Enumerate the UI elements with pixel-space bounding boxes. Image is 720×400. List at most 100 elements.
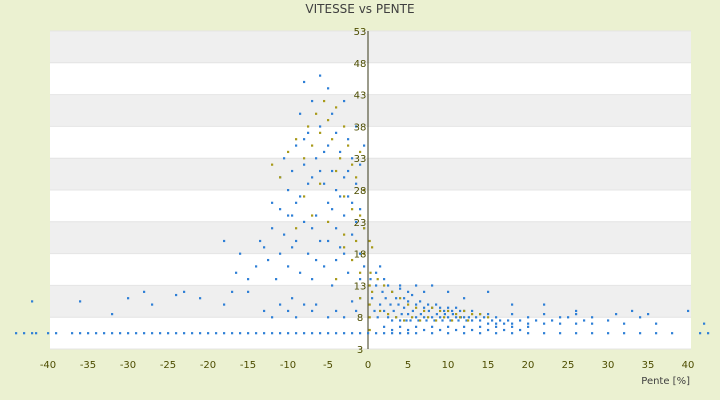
data-point: [143, 332, 146, 335]
chart-title: VITESSE vs PENTE: [305, 2, 415, 16]
data-point: [519, 319, 522, 322]
data-point: [343, 99, 346, 103]
data-point: [457, 319, 460, 322]
data-point: [355, 309, 358, 313]
data-point: [495, 325, 498, 328]
data-point: [331, 169, 334, 173]
data-point: [359, 297, 362, 300]
x-tick-label: 25: [562, 360, 575, 371]
data-point: [511, 322, 514, 325]
data-point: [343, 214, 346, 217]
data-point: [291, 214, 294, 217]
data-point: [465, 319, 468, 322]
data-point: [167, 332, 170, 335]
data-point: [435, 319, 438, 322]
data-point: [231, 290, 234, 293]
data-point: [411, 293, 414, 297]
data-point: [583, 319, 586, 322]
data-point: [471, 313, 474, 316]
data-point: [441, 319, 444, 322]
data-point: [447, 332, 450, 335]
data-point: [435, 303, 438, 306]
data-point: [375, 271, 378, 274]
data-point: [323, 265, 326, 268]
data-point: [527, 322, 530, 325]
data-point: [511, 332, 514, 335]
data-point: [307, 131, 310, 134]
data-point: [183, 332, 186, 335]
data-point: [591, 332, 594, 335]
data-point: [363, 189, 366, 192]
data-point: [431, 325, 434, 328]
data-point: [79, 300, 82, 303]
data-point: [439, 309, 442, 313]
data-point: [575, 313, 578, 316]
data-point: [407, 303, 410, 306]
data-point: [351, 157, 354, 160]
data-point: [415, 316, 418, 319]
data-point: [391, 332, 394, 335]
data-point: [87, 332, 90, 335]
x-tick-label: 40: [682, 360, 695, 371]
data-point: [303, 138, 306, 141]
data-point: [409, 319, 412, 322]
data-point: [451, 313, 454, 316]
data-point: [363, 265, 366, 268]
data-point: [511, 313, 514, 316]
data-point: [287, 265, 290, 268]
data-point: [507, 319, 510, 322]
data-point: [395, 297, 398, 300]
data-point: [295, 316, 298, 319]
data-point: [463, 309, 466, 313]
data-point: [376, 278, 379, 281]
data-point: [71, 332, 74, 335]
y-tick-label: 23: [354, 218, 367, 229]
data-point: [475, 316, 478, 319]
data-point: [343, 233, 346, 236]
data-point: [459, 316, 462, 319]
data-point: [327, 201, 330, 204]
data-point: [383, 284, 386, 287]
data-point: [463, 297, 466, 300]
data-point: [239, 332, 242, 335]
data-point: [431, 332, 434, 335]
data-point: [339, 150, 342, 154]
data-point: [111, 332, 114, 335]
data-point: [95, 332, 98, 335]
x-tick-label: -10: [280, 360, 296, 371]
data-point: [351, 258, 354, 262]
data-point: [368, 303, 371, 306]
data-point: [235, 271, 238, 274]
data-point: [451, 319, 454, 322]
data-point: [359, 150, 362, 154]
data-point: [391, 328, 394, 332]
data-point: [247, 290, 250, 293]
data-point: [159, 332, 162, 335]
data-point: [351, 332, 354, 335]
data-point: [351, 163, 354, 166]
data-point: [615, 313, 618, 316]
data-point: [631, 309, 634, 313]
data-point: [379, 309, 382, 313]
data-point: [543, 303, 546, 306]
data-point: [315, 157, 318, 160]
data-point: [423, 309, 426, 313]
data-point: [79, 332, 82, 335]
data-point: [479, 332, 482, 335]
x-tick-label: -25: [160, 360, 176, 371]
data-point: [319, 125, 322, 128]
data-point: [447, 306, 450, 309]
data-point: [31, 300, 34, 303]
x-tick-label: 5: [405, 360, 411, 371]
grid-band: [50, 31, 691, 63]
data-point: [319, 74, 322, 77]
data-point: [343, 252, 346, 255]
data-point: [375, 284, 378, 287]
data-point: [423, 306, 426, 309]
y-tick-label: 43: [354, 91, 367, 102]
data-point: [383, 325, 386, 328]
data-point: [567, 316, 570, 319]
data-point: [331, 284, 334, 287]
data-point: [331, 138, 334, 141]
